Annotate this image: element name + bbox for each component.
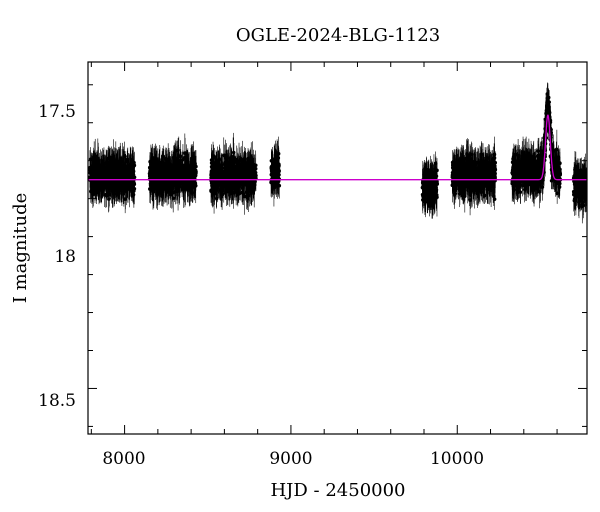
data-marker bbox=[191, 173, 195, 177]
observation-points bbox=[88, 82, 587, 224]
data-marker bbox=[181, 186, 185, 190]
data-marker bbox=[112, 192, 116, 196]
data-marker bbox=[178, 159, 182, 164]
data-marker bbox=[126, 165, 130, 170]
data-marker bbox=[127, 187, 132, 191]
data-marker bbox=[148, 169, 152, 174]
data-marker bbox=[190, 170, 195, 174]
data-marker bbox=[148, 187, 152, 191]
data-marker bbox=[175, 166, 179, 170]
data-marker bbox=[130, 181, 135, 185]
data-marker bbox=[98, 172, 103, 176]
data-marker bbox=[169, 162, 173, 167]
data-marker bbox=[118, 156, 123, 161]
data-marker bbox=[180, 170, 184, 175]
data-point bbox=[104, 159, 109, 189]
data-marker bbox=[120, 166, 124, 170]
data-marker bbox=[119, 186, 124, 190]
data-point bbox=[127, 179, 132, 200]
data-marker bbox=[166, 184, 170, 188]
data-marker bbox=[107, 168, 112, 173]
data-marker bbox=[122, 171, 127, 176]
data-marker bbox=[92, 172, 97, 176]
data-marker bbox=[114, 172, 118, 177]
data-marker bbox=[160, 169, 165, 174]
data-marker bbox=[182, 174, 186, 178]
data-marker bbox=[231, 150, 236, 155]
chart-title: OGLE-2024-BLG-1123 bbox=[236, 25, 440, 46]
data-marker bbox=[131, 175, 135, 179]
data-marker bbox=[155, 185, 160, 189]
data-marker bbox=[90, 184, 94, 189]
data-marker bbox=[110, 185, 115, 190]
data-marker bbox=[104, 172, 109, 176]
data-marker bbox=[107, 197, 111, 201]
data-marker bbox=[96, 161, 100, 166]
data-marker bbox=[165, 165, 170, 169]
data-marker bbox=[170, 192, 174, 197]
data-point bbox=[114, 155, 118, 193]
data-marker bbox=[191, 181, 196, 185]
data-marker bbox=[187, 187, 192, 191]
data-marker bbox=[184, 170, 189, 174]
data-marker bbox=[111, 163, 116, 167]
data-marker bbox=[159, 188, 164, 193]
data-marker bbox=[173, 159, 177, 164]
data-marker bbox=[91, 192, 95, 197]
data-marker bbox=[89, 167, 93, 172]
data-marker bbox=[151, 163, 155, 168]
data-marker bbox=[115, 162, 120, 166]
data-marker bbox=[102, 165, 106, 169]
data-marker bbox=[159, 161, 164, 165]
data-marker bbox=[184, 167, 188, 171]
data-marker bbox=[172, 169, 177, 173]
data-marker bbox=[116, 180, 120, 184]
data-marker bbox=[150, 172, 154, 177]
